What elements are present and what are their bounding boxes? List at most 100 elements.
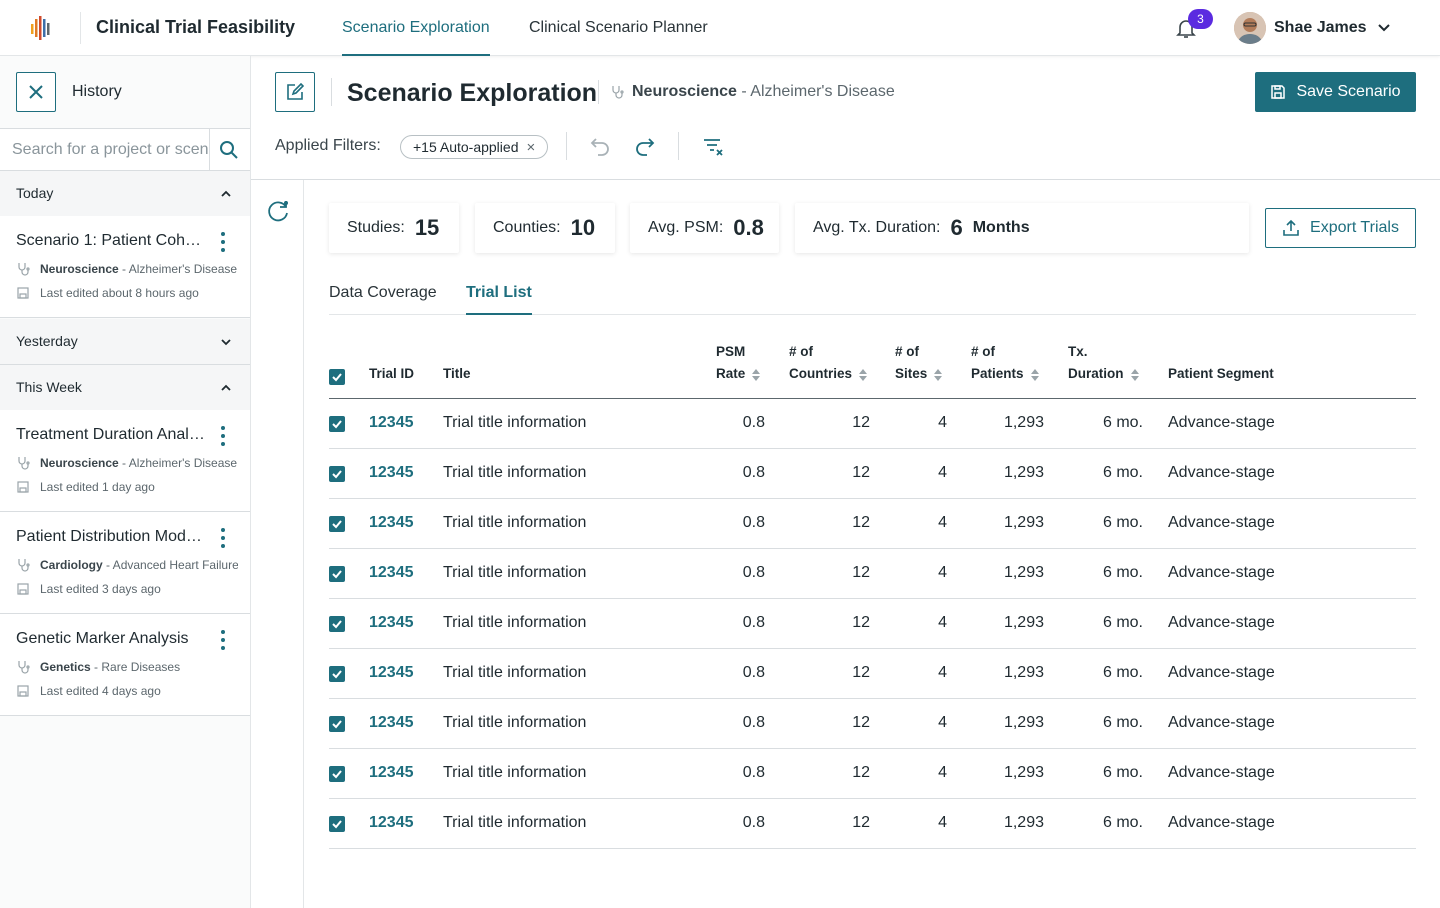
table-row[interactable]: 12345 Trial title information 0.8 12 4 1,293 6… xyxy=(329,799,1416,849)
close-sidebar-button[interactable] xyxy=(16,72,56,112)
psm-rate: 0.8 xyxy=(742,564,765,581)
history-item-edited: Last edited 1 day ago xyxy=(16,480,238,494)
more-options-icon[interactable] xyxy=(212,526,234,550)
top-navigation: Clinical Trial Feasibility Scenario Expl… xyxy=(0,0,1440,56)
tab-trial-list[interactable]: Trial List xyxy=(466,284,532,315)
column-header-duration[interactable]: Tx. Duration xyxy=(1068,341,1140,385)
site-count: 4 xyxy=(938,564,947,581)
nav-tab-clinical-scenario-planner[interactable]: Clinical Scenario Planner xyxy=(529,19,708,36)
edit-scenario-button[interactable] xyxy=(275,72,315,112)
history-item-edited: Last edited 3 days ago xyxy=(16,582,238,596)
table-row[interactable]: 12345 Trial title information 0.8 12 4 1,293 6… xyxy=(329,549,1416,599)
trial-id-link[interactable]: 12345 xyxy=(369,564,414,581)
sort-icon[interactable] xyxy=(858,368,868,382)
sort-icon[interactable] xyxy=(1130,368,1140,382)
table-row[interactable]: 12345 Trial title information 0.8 12 4 1,293 6… xyxy=(329,749,1416,799)
filter-chip-label: +15 Auto-applied xyxy=(413,139,519,155)
trial-id-link[interactable]: 12345 xyxy=(369,664,414,681)
sort-icon[interactable] xyxy=(751,368,761,382)
country-count: 12 xyxy=(852,714,870,731)
last-edited: Last edited 1 day ago xyxy=(40,480,155,494)
row-checkbox[interactable] xyxy=(329,666,345,682)
history-group-yesterday[interactable]: Yesterday xyxy=(0,319,250,365)
history-item-area: Neuroscience - Alzheimer's Disease xyxy=(16,262,238,276)
app-logo-icon[interactable] xyxy=(30,14,56,42)
history-item[interactable]: Patient Distribution Modeling Cardiology… xyxy=(0,512,250,614)
trial-title: Trial title information xyxy=(443,414,587,431)
history-item[interactable]: Genetic Marker Analysis Genetics - Rare … xyxy=(0,614,250,716)
tab-data-coverage[interactable]: Data Coverage xyxy=(329,284,437,301)
checkmark-icon xyxy=(332,470,342,479)
row-checkbox[interactable] xyxy=(329,616,345,632)
header-divider xyxy=(598,80,599,104)
row-checkbox[interactable] xyxy=(329,716,345,732)
chevron-up-icon xyxy=(221,190,231,197)
chip-close-icon[interactable]: × xyxy=(526,138,536,156)
more-options-icon[interactable] xyxy=(212,230,234,254)
trial-id-link[interactable]: 12345 xyxy=(369,714,414,731)
auto-applied-filter-chip[interactable]: +15 Auto-applied × xyxy=(400,135,549,159)
header-line: Duration xyxy=(1068,366,1124,381)
user-name[interactable]: Shae James xyxy=(1274,19,1367,36)
more-options-icon[interactable] xyxy=(212,628,234,652)
table-row[interactable]: 12345 Trial title information 0.8 12 4 1,293 6… xyxy=(329,649,1416,699)
header-line: # of xyxy=(971,344,996,359)
table-row[interactable]: 12345 Trial title information 0.8 12 4 1,293 6… xyxy=(329,699,1416,749)
table-row[interactable]: 12345 Trial title information 0.8 12 4 1,293 6… xyxy=(329,499,1416,549)
table-row[interactable]: 12345 Trial title information 0.8 12 4 1,293 6… xyxy=(329,399,1416,449)
history-item[interactable]: Treatment Duration Analysis Neuroscience… xyxy=(0,410,250,512)
trial-id-link[interactable]: 12345 xyxy=(369,414,414,431)
table-row[interactable]: 12345 Trial title information 0.8 12 4 1,293 6… xyxy=(329,449,1416,499)
trial-id-link[interactable]: 12345 xyxy=(369,814,414,831)
search-icon[interactable] xyxy=(218,139,240,161)
more-options-icon[interactable] xyxy=(212,424,234,448)
history-search-input[interactable] xyxy=(0,129,210,170)
row-checkbox[interactable] xyxy=(329,466,345,482)
sort-icon[interactable] xyxy=(1030,368,1040,382)
column-header-sites[interactable]: # of Sites xyxy=(895,341,943,385)
select-all-checkbox[interactable] xyxy=(329,369,345,385)
user-avatar[interactable] xyxy=(1234,12,1266,44)
column-header-title[interactable]: Title xyxy=(443,366,471,381)
history-group-this-week[interactable]: This Week xyxy=(0,365,250,411)
stat-value: 6 xyxy=(950,215,963,240)
nav-tab-scenario-exploration[interactable]: Scenario Exploration xyxy=(342,19,490,56)
clear-filters-icon[interactable] xyxy=(701,134,725,158)
treatment-duration: 6 mo. xyxy=(1102,414,1143,431)
sort-icon[interactable] xyxy=(933,368,943,382)
stat-unit: Months xyxy=(972,219,1030,236)
trial-id-link[interactable]: 12345 xyxy=(369,514,414,531)
row-checkbox[interactable] xyxy=(329,516,345,532)
history-group-today[interactable]: Today xyxy=(0,171,250,217)
row-checkbox[interactable] xyxy=(329,816,345,832)
column-header-patient-segment[interactable]: Patient Segment xyxy=(1168,366,1274,381)
country-count: 12 xyxy=(852,414,870,431)
trial-id-link[interactable]: 12345 xyxy=(369,614,414,631)
row-checkbox[interactable] xyxy=(329,766,345,782)
row-checkbox[interactable] xyxy=(329,566,345,582)
column-header-trial-id[interactable]: Trial ID xyxy=(369,366,415,381)
logo-divider xyxy=(80,12,81,44)
export-trials-button[interactable]: Export Trials xyxy=(1265,208,1416,248)
header-line: # of xyxy=(895,344,920,359)
trial-id-link[interactable]: 12345 xyxy=(369,464,414,481)
refresh-icon[interactable] xyxy=(265,198,291,224)
redo-icon[interactable] xyxy=(633,134,657,158)
last-edited: Last edited 4 days ago xyxy=(40,684,161,698)
column-header-countries[interactable]: # of Countries xyxy=(789,341,868,385)
row-checkbox[interactable] xyxy=(329,416,345,432)
stat-value: 10 xyxy=(570,215,596,240)
save-scenario-button[interactable]: Save Scenario xyxy=(1255,72,1416,112)
stat-label: Studies: xyxy=(347,219,405,236)
undo-icon[interactable] xyxy=(588,134,612,158)
user-menu-chevron-down-icon[interactable] xyxy=(1376,20,1392,36)
site-count: 4 xyxy=(938,764,947,781)
column-header-psm-rate[interactable]: PSM Rate xyxy=(716,341,761,385)
scenario-indication: Neuroscience - Alzheimer's Disease xyxy=(610,83,895,101)
trial-id-link[interactable]: 12345 xyxy=(369,764,414,781)
history-item[interactable]: Scenario 1: Patient Cohort Analysis Neur… xyxy=(0,216,250,318)
table-row[interactable]: 12345 Trial title information 0.8 12 4 1,293 6… xyxy=(329,599,1416,649)
header-line: PSM xyxy=(716,344,746,359)
site-count: 4 xyxy=(938,814,947,831)
column-header-patients[interactable]: # of Patients xyxy=(971,341,1040,385)
